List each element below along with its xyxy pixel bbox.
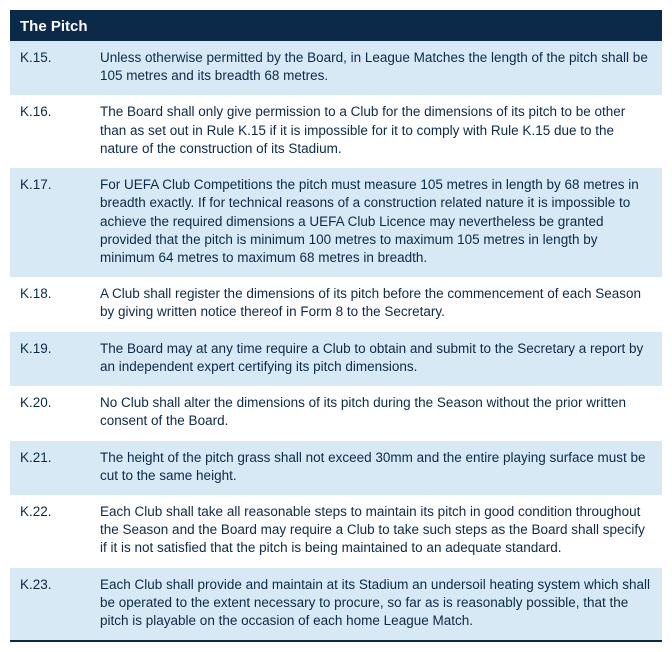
rule-text: No Club shall alter the dimensions of it… (100, 394, 652, 430)
rule-row: K.22. Each Club shall take all reasonabl… (10, 495, 662, 568)
rule-text: The Board shall only give permission to … (100, 103, 652, 158)
rule-number: K.20. (20, 394, 100, 430)
rules-table: The Pitch K.15. Unless otherwise permitt… (10, 10, 662, 642)
rule-number: K.22. (20, 503, 100, 558)
rule-row: K.18. A Club shall register the dimensio… (10, 277, 662, 331)
rule-row: K.20. No Club shall alter the dimensions… (10, 386, 662, 440)
rule-text: The Board may at any time require a Club… (100, 340, 652, 376)
rule-number: K.16. (20, 103, 100, 158)
rule-row: K.21. The height of the pitch grass shal… (10, 441, 662, 495)
rule-number: K.23. (20, 576, 100, 631)
rule-text: Unless otherwise permitted by the Board,… (100, 49, 652, 85)
rule-row: K.17. For UEFA Club Competitions the pit… (10, 168, 662, 277)
rule-number: K.18. (20, 285, 100, 321)
rule-text: The height of the pitch grass shall not … (100, 449, 652, 485)
rule-number: K.15. (20, 49, 100, 85)
rule-text: For UEFA Club Competitions the pitch mus… (100, 176, 652, 267)
section-title: The Pitch (20, 18, 88, 35)
rule-row: K.15. Unless otherwise permitted by the … (10, 41, 662, 95)
section-header: The Pitch (10, 12, 662, 41)
rule-text: Each Club shall provide and maintain at … (100, 576, 652, 631)
rule-row: K.23. Each Club shall provide and mainta… (10, 568, 662, 641)
rule-number: K.19. (20, 340, 100, 376)
rule-row: K.19. The Board may at any time require … (10, 332, 662, 386)
rule-text: A Club shall register the dimensions of … (100, 285, 652, 321)
rule-number: K.17. (20, 176, 100, 267)
rule-number: K.21. (20, 449, 100, 485)
rule-row: K.16. The Board shall only give permissi… (10, 95, 662, 168)
rule-text: Each Club shall take all reasonable step… (100, 503, 652, 558)
